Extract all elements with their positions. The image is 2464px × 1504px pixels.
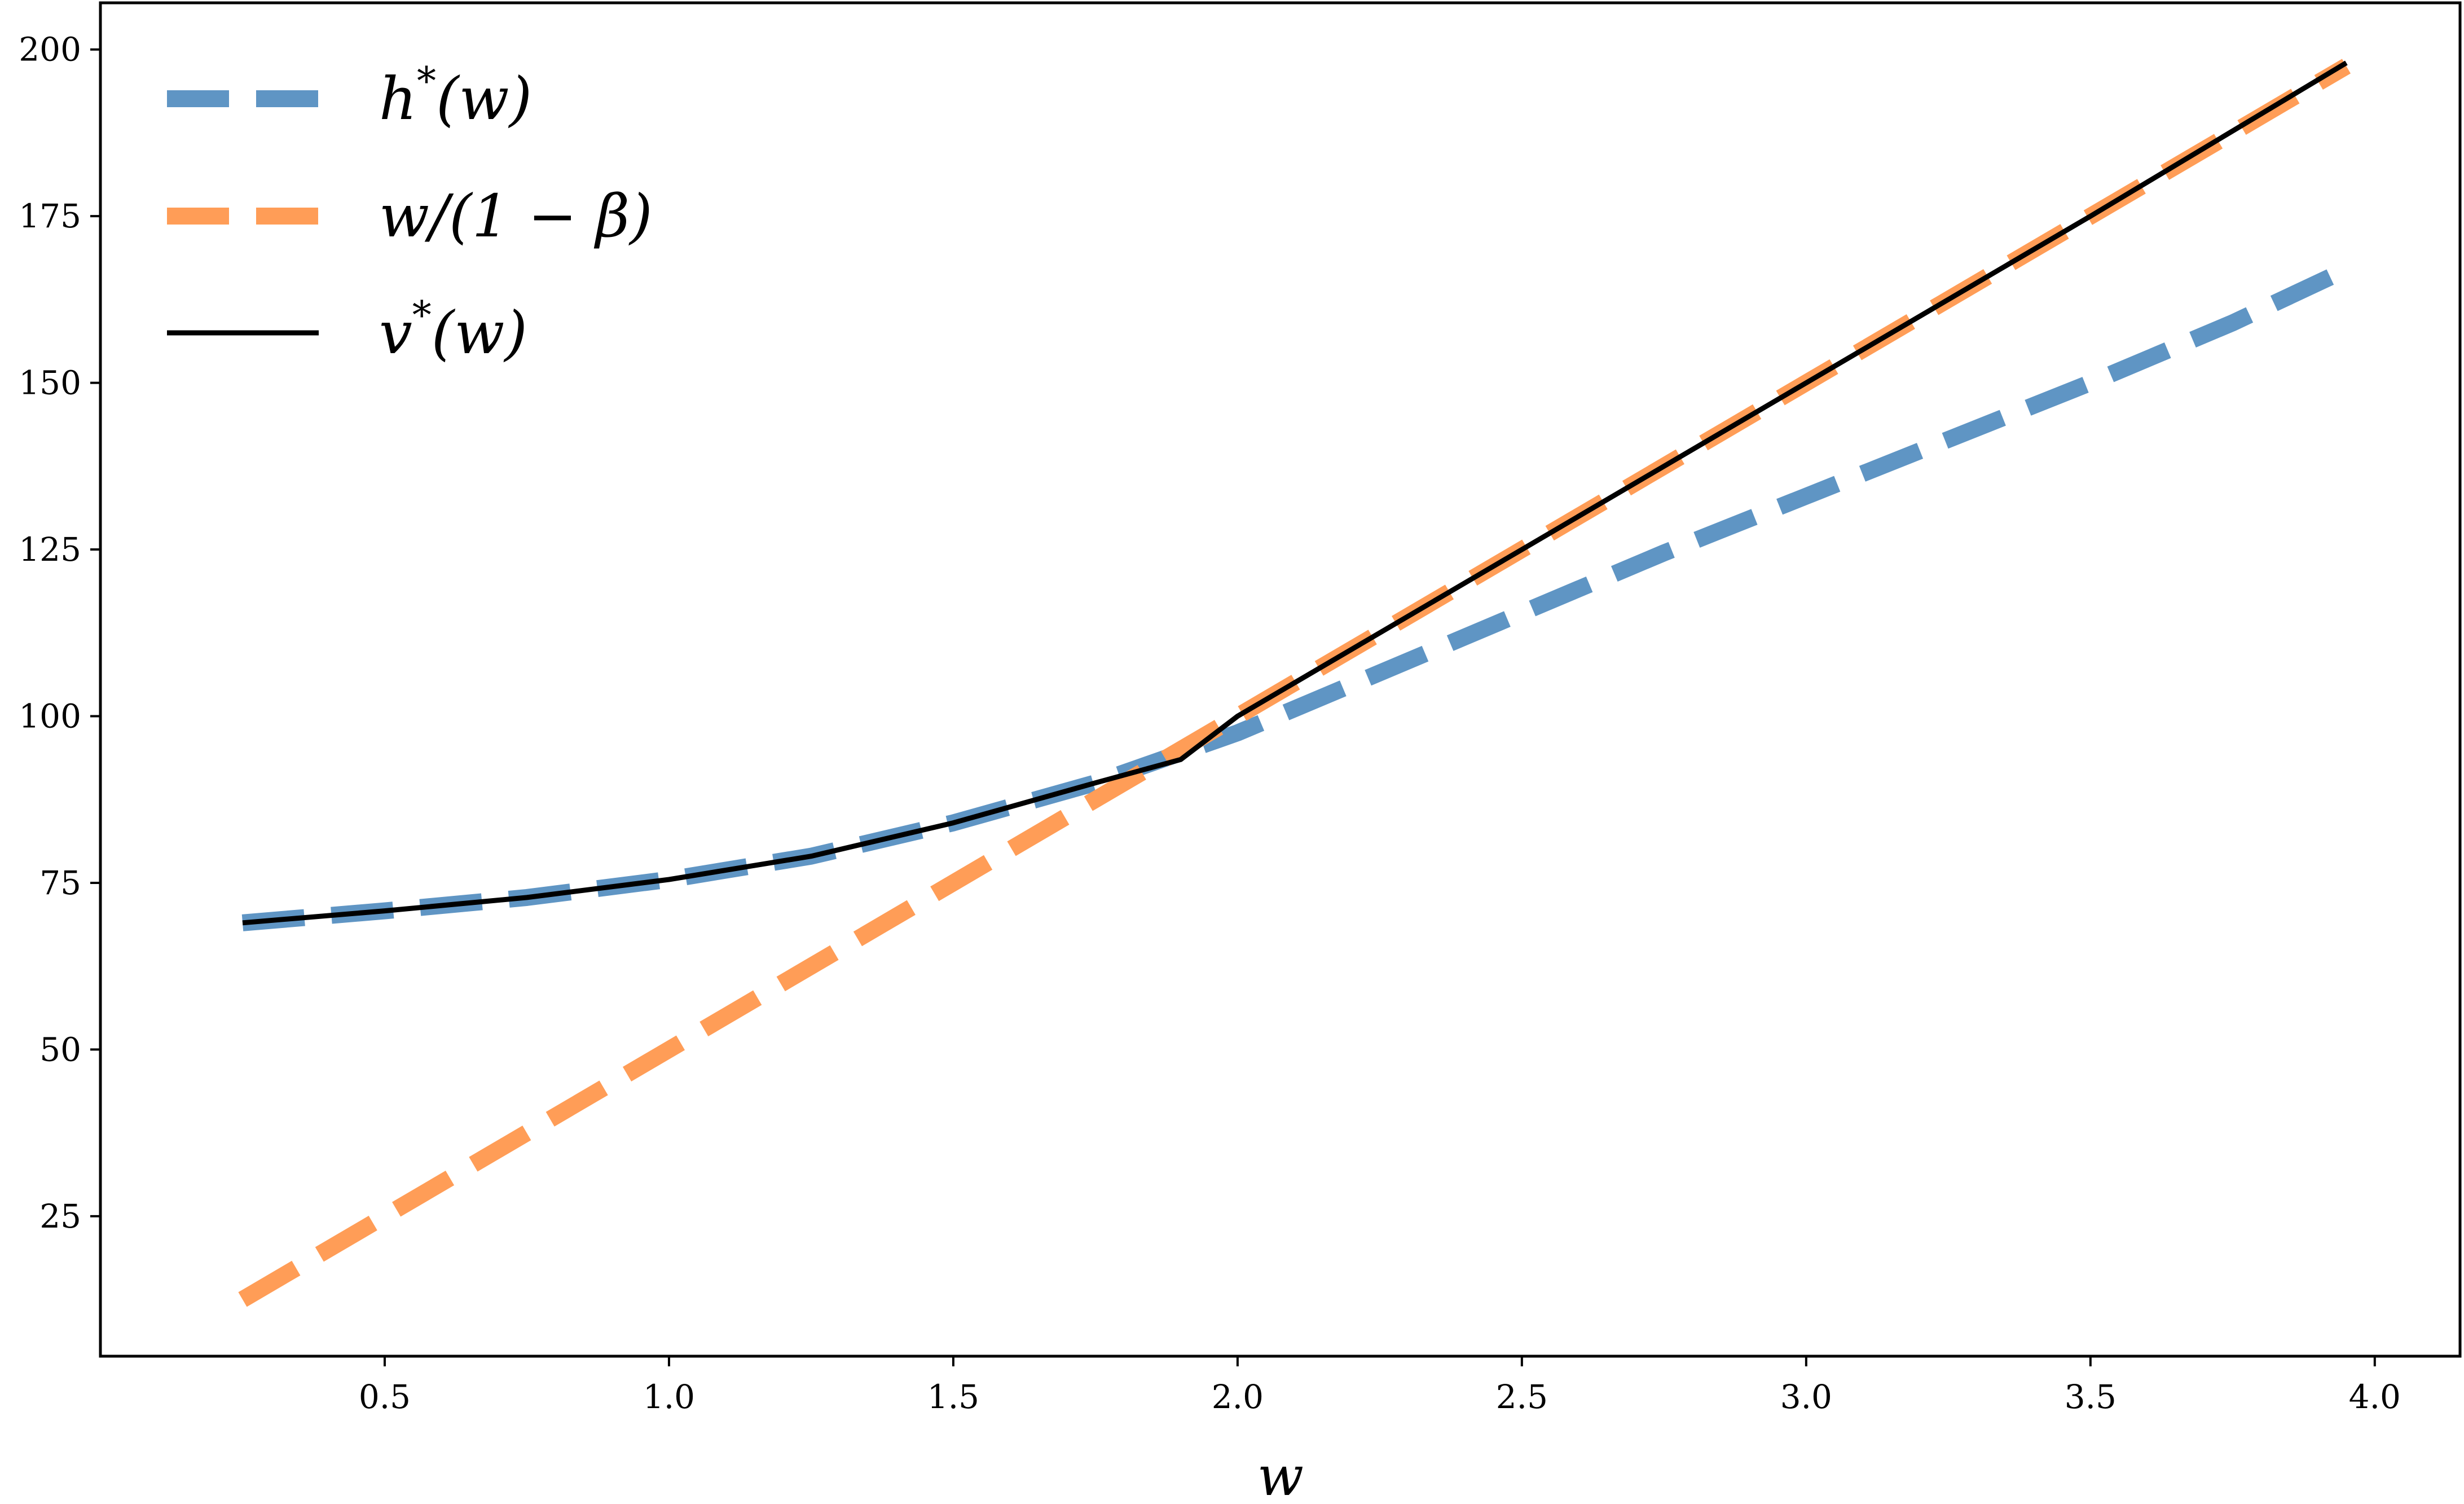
x-tick-label: 2.0 (1212, 1378, 1264, 1416)
legend: h*(w) w/(1 − β) v*(w) (167, 59, 653, 367)
x-tick-label: 1.5 (927, 1378, 979, 1416)
x-tick-label: 3.0 (1780, 1378, 1832, 1416)
legend-label-3: v*(w) (379, 293, 527, 367)
series-layer (238, 59, 2351, 1307)
series-line-3-v-w (242, 60, 2348, 926)
y-tick-label: 200 (19, 30, 81, 69)
y-tick-label: 125 (19, 530, 81, 569)
x-tick-label: 0.5 (359, 1378, 411, 1416)
legend-label-2: w/(1 − β) (379, 182, 653, 250)
legend-label-1: h*(w) (379, 59, 532, 133)
x-tick-label: 1.0 (643, 1378, 695, 1416)
y-tick-label: 100 (19, 697, 81, 735)
y-tick-label: 175 (19, 197, 81, 235)
x-axis: 0.5 1.0 1.5 2.0 2.5 3.0 3.5 4.0 (359, 1356, 2401, 1416)
y-tick-label: 25 (39, 1197, 81, 1235)
x-tick-label: 2.5 (1496, 1378, 1548, 1416)
x-axis-title: w (1257, 1445, 1304, 1504)
series-line-2-w-1 (238, 59, 2351, 1307)
x-tick-label: 3.5 (2065, 1378, 2117, 1416)
y-tick-label: 50 (39, 1030, 81, 1068)
series-line-1-h-w (241, 262, 2350, 931)
y-axis: 25 50 75 100 125 150 175 200 (19, 30, 100, 1235)
y-tick-label: 150 (19, 364, 81, 402)
y-tick-label: 75 (39, 864, 81, 902)
x-tick-label: 4.0 (2349, 1378, 2401, 1416)
axes-frame (99, 1, 2462, 1358)
plot-area (99, 1, 2462, 1358)
